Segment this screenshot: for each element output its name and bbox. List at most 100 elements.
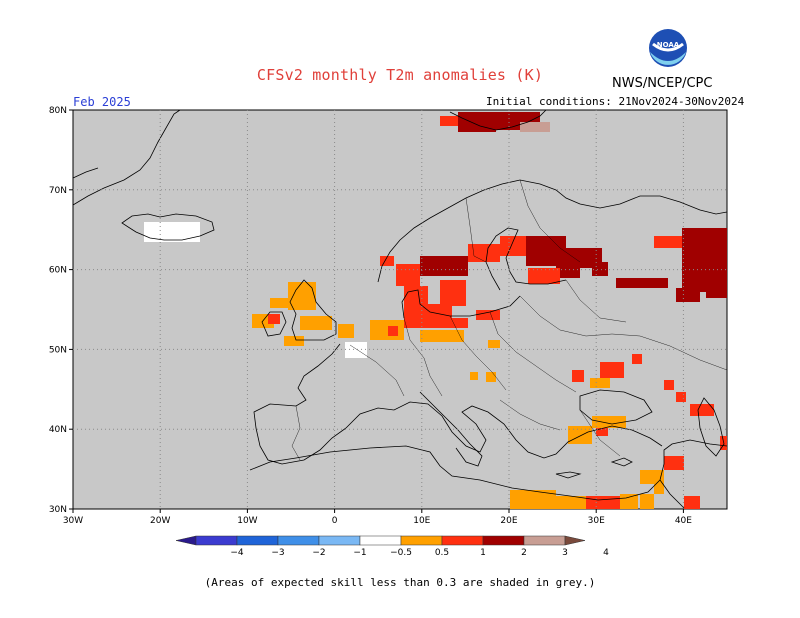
agency-label: NWS/NCEP/CPC bbox=[612, 76, 713, 91]
anomaly-cell bbox=[420, 330, 464, 342]
anomaly-cell bbox=[620, 494, 638, 509]
colorbar-segment bbox=[277, 535, 320, 546]
colorbar-label: −2 bbox=[312, 548, 325, 558]
colorbar-segment bbox=[318, 535, 361, 546]
lat-tick-label: 50N bbox=[49, 345, 67, 355]
lat-tick-label: 30N bbox=[49, 505, 67, 515]
anomaly-cell bbox=[586, 496, 622, 509]
colorbar-segment bbox=[195, 535, 238, 546]
skill-note: (Areas of expected skill less than 0.3 a… bbox=[204, 576, 596, 589]
anomaly-cell bbox=[270, 298, 288, 308]
anomaly-cell bbox=[284, 336, 304, 346]
lon-tick-label: 30E bbox=[588, 516, 605, 526]
anomaly-cell bbox=[380, 256, 394, 266]
anomaly-cell bbox=[590, 378, 610, 388]
anomaly-cell bbox=[684, 496, 700, 509]
anomaly-cell bbox=[396, 264, 420, 286]
colorbar: −4 −3 −2 −1 −0.5 0.5 1 2 3 4 bbox=[175, 535, 609, 558]
anomaly-cell bbox=[458, 112, 496, 132]
coastlines bbox=[72, 109, 728, 509]
anomaly-cell bbox=[654, 484, 664, 494]
map-area bbox=[72, 109, 728, 510]
noaa-logo-icon: NOAA bbox=[649, 29, 687, 67]
anomaly-cell bbox=[440, 280, 466, 306]
anomaly-cell bbox=[676, 392, 686, 402]
anomaly-cell bbox=[488, 340, 500, 348]
anomaly-cell bbox=[144, 222, 200, 242]
colorbar-label: −4 bbox=[230, 548, 244, 558]
anomaly-cell bbox=[500, 236, 528, 256]
colorbar-segment bbox=[441, 535, 484, 546]
svg-text:NOAA: NOAA bbox=[657, 41, 680, 49]
anomaly-cell bbox=[640, 470, 664, 484]
anomaly-cell bbox=[600, 362, 624, 378]
colorbar-label: 4 bbox=[603, 548, 609, 558]
lon-tick-label: 10E bbox=[413, 516, 430, 526]
anomaly-cell bbox=[706, 288, 727, 298]
anomaly-cell bbox=[476, 310, 500, 320]
anomaly-cell bbox=[616, 278, 668, 288]
anomaly-cell bbox=[470, 372, 478, 380]
colorbar-label: 3 bbox=[562, 548, 568, 558]
anomaly-cell bbox=[486, 372, 496, 382]
anomaly-cell bbox=[676, 288, 700, 302]
anomaly-cell bbox=[468, 244, 500, 262]
anomaly-cells bbox=[144, 112, 727, 509]
lat-tick-label: 80N bbox=[49, 106, 67, 116]
graticule bbox=[73, 110, 727, 509]
anomaly-cell bbox=[520, 122, 550, 132]
anomaly-cell bbox=[388, 326, 398, 336]
anomaly-cell bbox=[556, 496, 586, 509]
colorbar-label: 1 bbox=[480, 548, 486, 558]
colorbar-segment bbox=[482, 535, 525, 546]
axis-ticks: 30N 40N 50N 60N 70N 80N 30W 20W 10W 0 10E 20E 30E 40E bbox=[49, 106, 692, 526]
colorbar-segment bbox=[400, 535, 443, 546]
colorbar-min-arrow bbox=[175, 535, 197, 546]
anomaly-cell bbox=[592, 262, 608, 276]
anomaly-cell bbox=[440, 116, 458, 126]
anomaly-cell bbox=[632, 354, 642, 364]
lon-tick-label: 10W bbox=[237, 516, 257, 526]
lon-tick-label: 20W bbox=[150, 516, 170, 526]
anomaly-cell bbox=[370, 320, 404, 340]
anomaly-cell bbox=[560, 266, 580, 278]
colorbar-segment bbox=[523, 535, 566, 546]
anomaly-cell bbox=[596, 428, 608, 436]
anomaly-cell bbox=[568, 426, 592, 444]
anomaly-cell bbox=[682, 228, 727, 292]
anomaly-cell bbox=[528, 268, 560, 284]
country-borders bbox=[291, 179, 728, 461]
anomaly-cell bbox=[664, 380, 674, 390]
lat-tick-label: 60N bbox=[49, 266, 67, 276]
anomaly-cell bbox=[640, 494, 654, 509]
anomaly-cell bbox=[510, 490, 556, 509]
anomaly-cell bbox=[338, 324, 354, 338]
colorbar-label: −3 bbox=[271, 548, 284, 558]
anomaly-cell bbox=[404, 286, 428, 304]
anomaly-cell bbox=[690, 404, 714, 416]
colorbar-segment bbox=[236, 535, 279, 546]
chart-title: CFSv2 monthly T2m anomalies (K) bbox=[256, 66, 544, 84]
forecast-month: Feb 2025 bbox=[73, 95, 131, 109]
colorbar-label: 0.5 bbox=[435, 548, 449, 558]
anomaly-cell bbox=[404, 304, 452, 328]
initial-conditions: Initial conditions: 21Nov2024-30Nov2024 bbox=[486, 95, 745, 108]
colorbar-max-arrow bbox=[564, 535, 586, 546]
colorbar-label: −1 bbox=[353, 548, 366, 558]
colorbar-label: 2 bbox=[521, 548, 527, 558]
lat-tick-label: 40N bbox=[49, 425, 67, 435]
lon-tick-label: 30W bbox=[63, 516, 83, 526]
colorbar-segment bbox=[359, 535, 402, 546]
anomaly-cell bbox=[592, 416, 626, 428]
anomaly-cell bbox=[664, 456, 684, 470]
anomaly-cell bbox=[452, 318, 468, 328]
anomaly-cell bbox=[420, 256, 468, 276]
colorbar-label: −0.5 bbox=[390, 548, 412, 558]
anomaly-cell bbox=[300, 316, 332, 330]
anomaly-cell bbox=[572, 370, 584, 382]
anomaly-cell bbox=[268, 314, 280, 324]
anomaly-cell bbox=[654, 236, 682, 248]
anomaly-cell bbox=[345, 342, 367, 358]
lon-tick-label: 20E bbox=[500, 516, 517, 526]
